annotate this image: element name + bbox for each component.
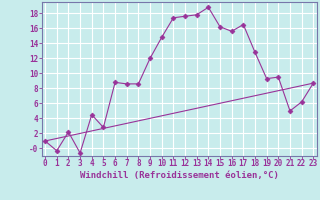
X-axis label: Windchill (Refroidissement éolien,°C): Windchill (Refroidissement éolien,°C)	[80, 171, 279, 180]
